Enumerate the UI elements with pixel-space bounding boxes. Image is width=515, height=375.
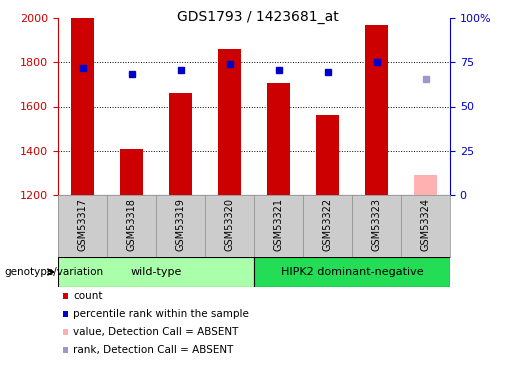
Text: GSM53321: GSM53321 [273, 198, 283, 251]
Text: rank, Detection Call = ABSENT: rank, Detection Call = ABSENT [73, 345, 233, 355]
Text: GSM53317: GSM53317 [77, 198, 88, 251]
Bar [58, 257, 254, 287]
Bar [63, 329, 68, 335]
Text: percentile rank within the sample: percentile rank within the sample [73, 309, 249, 319]
Text: count: count [73, 291, 102, 301]
Text: value, Detection Call = ABSENT: value, Detection Call = ABSENT [73, 327, 238, 337]
Bar [63, 311, 68, 317]
Text: HIPK2 dominant-negative: HIPK2 dominant-negative [281, 267, 423, 277]
Text: GSM53319: GSM53319 [176, 198, 185, 251]
Bar [72, 18, 94, 195]
Bar [63, 347, 68, 353]
Bar [169, 93, 192, 195]
Text: wild-type: wild-type [130, 267, 182, 277]
Text: GSM53323: GSM53323 [371, 198, 382, 251]
Text: GDS1793 / 1423681_at: GDS1793 / 1423681_at [177, 10, 338, 24]
Bar [218, 49, 241, 195]
Text: genotype/variation: genotype/variation [4, 267, 103, 277]
Text: GSM53320: GSM53320 [225, 198, 234, 251]
Text: GSM53322: GSM53322 [322, 198, 333, 251]
Text: GSM53324: GSM53324 [421, 198, 431, 251]
Bar [63, 293, 68, 299]
Bar [366, 25, 387, 195]
Text: GSM53318: GSM53318 [127, 198, 136, 251]
Bar [317, 116, 338, 195]
Bar [415, 175, 437, 195]
Bar [121, 148, 143, 195]
Bar [267, 83, 289, 195]
Bar [254, 257, 450, 287]
